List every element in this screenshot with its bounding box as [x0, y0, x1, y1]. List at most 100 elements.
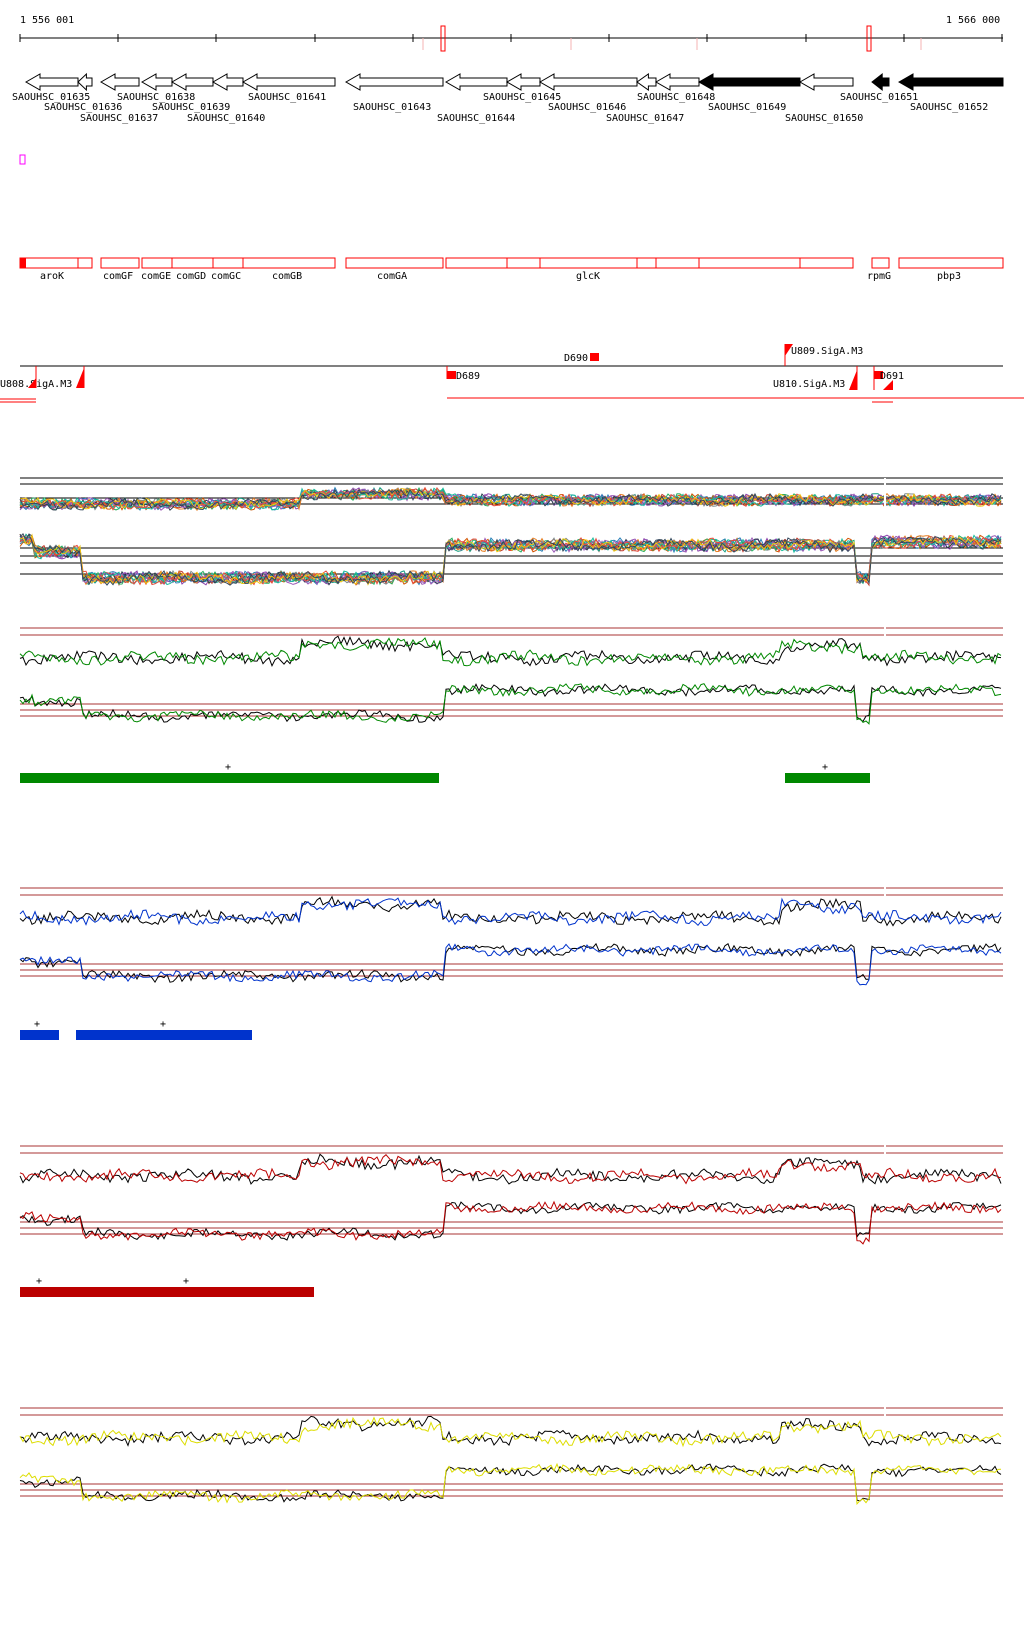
- segment-sign: +: [36, 1276, 42, 1287]
- gene-label-track: SAOUHSC_01635 SAOUHSC_01636 SAOUHSC_0163…: [12, 92, 988, 124]
- gene-arrow[interactable]: [170, 73, 214, 91]
- gene-arrow[interactable]: [77, 72, 93, 92]
- expression-yellow-track: [19, 1406, 1003, 1505]
- feature-d689[interactable]: [447, 371, 456, 379]
- gene-label: SAOUHSC_01652: [910, 102, 988, 113]
- signal-black: [19, 1415, 1002, 1447]
- signal-color: [19, 1154, 1002, 1185]
- signal-black: [19, 1463, 1002, 1503]
- gene-label: SAOUHSC_01636: [44, 102, 122, 113]
- gene-arrow[interactable]: [636, 73, 657, 91]
- gene-name-label: comGD: [176, 271, 206, 282]
- gene-name-label: comGF: [103, 271, 133, 282]
- gene-name-label: comGC: [211, 271, 241, 282]
- gene-label: SAOUHSC_01638: [117, 92, 195, 103]
- ruler-end-label: 1 566 000: [946, 15, 1000, 26]
- segment-bar-red[interactable]: [20, 1287, 314, 1297]
- gene-label: SAOUHSC_01650: [785, 113, 863, 124]
- gene-arrow[interactable]: [505, 73, 541, 91]
- gene-label: SAOUHSC_01635: [12, 92, 90, 103]
- ruler-start-label: 1 556 001: [20, 15, 74, 26]
- gene-name-track: [19, 257, 1004, 269]
- feature-u809[interactable]: [785, 344, 793, 356]
- signal-black: [19, 1201, 1002, 1241]
- feature-track: D690 U809.SigA.M3 U808.SigA.M3 D689 U810…: [0, 344, 1024, 403]
- gene-label: SAOUHSC_01637: [80, 113, 158, 124]
- gene-arrow[interactable]: [538, 73, 638, 91]
- signal-color: [19, 897, 1002, 927]
- signal-line: [19, 532, 1002, 586]
- feature-d691[interactable]: [874, 371, 883, 379]
- gene-name-label: aroK: [40, 271, 64, 282]
- gene-name-box[interactable]: [871, 257, 890, 269]
- segment-bar-blue[interactable]: [76, 1030, 252, 1040]
- gene-name-box[interactable]: [171, 257, 214, 269]
- gene-arrow[interactable]: [211, 73, 244, 91]
- gene-name-box[interactable]: [19, 257, 79, 269]
- gene-label: SAOUHSC_01647: [606, 113, 684, 124]
- signal-line: [19, 487, 1002, 511]
- gene-name-box[interactable]: [655, 257, 700, 269]
- segment-bars: + + + + + +: [20, 762, 870, 1297]
- gene-arrow[interactable]: [344, 73, 444, 91]
- gene-arrow[interactable]: [697, 73, 801, 91]
- gene-name-box[interactable]: [898, 257, 1004, 269]
- gene-label: SAOUHSC_01651: [840, 92, 918, 103]
- gene-name-box[interactable]: [212, 257, 244, 269]
- gene-arrow[interactable]: [897, 73, 1004, 91]
- ruler-marker-left[interactable]: [440, 25, 446, 52]
- gene-name-box[interactable]: [445, 257, 508, 269]
- feature-label-d691: D691: [880, 371, 904, 382]
- feature-d691-arrow[interactable]: [883, 380, 893, 390]
- feature-label-u809: U809.SigA.M3: [791, 346, 863, 357]
- feature-u810[interactable]: [849, 370, 857, 390]
- feature-d690[interactable]: [590, 353, 599, 361]
- gene-arrow[interactable]: [444, 73, 508, 91]
- segment-sign: +: [822, 762, 828, 773]
- segment-sign: +: [34, 1019, 40, 1030]
- gene-name-label: glcK: [576, 271, 600, 282]
- gene-name-box[interactable]: [636, 257, 657, 269]
- expression-red-track: [19, 1144, 1003, 1245]
- gene-arrow[interactable]: [99, 73, 140, 91]
- feature-left-d[interactable]: [76, 368, 84, 388]
- gene-arrow[interactable]: [654, 73, 700, 91]
- gene-arrow[interactable]: [241, 73, 336, 91]
- signal-black: [19, 683, 1002, 723]
- segment-bar-green[interactable]: [20, 773, 439, 783]
- gene-arrow[interactable]: [871, 72, 890, 92]
- gene-name-box[interactable]: [100, 257, 140, 269]
- gene-arrow[interactable]: [798, 73, 854, 91]
- signal-color: [19, 943, 1002, 986]
- gene-name-box[interactable]: [141, 257, 173, 269]
- gene-name-labels: aroK comGF comGE comGD comGC comGB comGA…: [40, 271, 961, 282]
- ruler-marker-right[interactable]: [866, 25, 872, 52]
- selection-marker[interactable]: [19, 154, 26, 165]
- signal-black: [19, 895, 1002, 927]
- gene-name-box[interactable]: [345, 257, 444, 269]
- segment-sign: +: [225, 762, 231, 773]
- gene-label: SAOUHSC_01640: [187, 113, 265, 124]
- segment-bar-green[interactable]: [785, 773, 870, 783]
- gene-label: SAOUHSC_01643: [353, 102, 431, 113]
- signal-color: [19, 683, 1002, 725]
- feature-left-sig[interactable]: [28, 368, 36, 388]
- gene-name-label: comGA: [377, 271, 407, 282]
- segment-bar-blue[interactable]: [20, 1030, 59, 1040]
- gene-arrow[interactable]: [24, 73, 79, 91]
- signal-color: [19, 637, 1002, 667]
- gene-name-box[interactable]: [539, 257, 638, 269]
- gene-label: SAOUHSC_01639: [152, 102, 230, 113]
- signal-color: [19, 1200, 1002, 1245]
- gene-name-box[interactable]: [698, 257, 801, 269]
- gene-arrow[interactable]: [140, 73, 173, 91]
- gene-name-box[interactable]: [77, 257, 93, 269]
- gene-name-box[interactable]: [242, 257, 336, 269]
- ruler-ticks: [19, 34, 1003, 50]
- gene-label: SAOUHSC_01649: [708, 102, 786, 113]
- gene-name-box[interactable]: [506, 257, 541, 269]
- gene-name-box[interactable]: [799, 257, 854, 269]
- gene-name-label: comGE: [141, 271, 171, 282]
- signal-black: [19, 635, 1002, 667]
